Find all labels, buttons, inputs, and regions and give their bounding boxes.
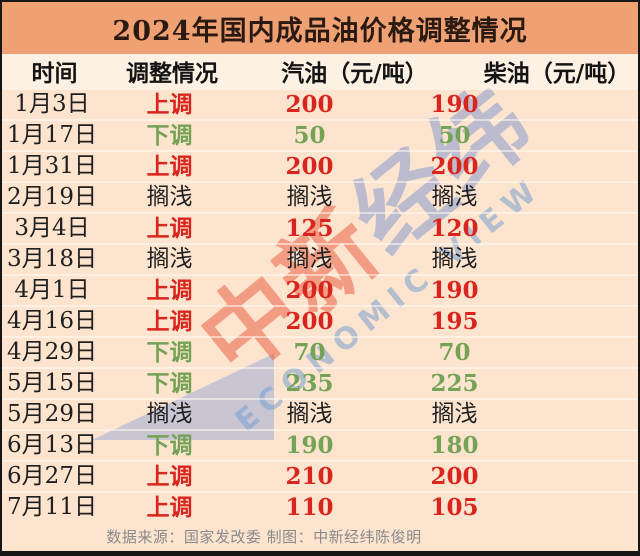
table-row: 2月19日 搁浅 搁浅 搁浅 — [2, 181, 638, 212]
table-row: 7月11日 上调 110 105 — [2, 491, 638, 522]
gasoline-cell: 50 — [293, 122, 326, 149]
adjustment-cell: 搁浅 — [146, 246, 193, 272]
adjustment-cell: 上调 — [146, 308, 193, 335]
diesel-cell: 搁浅 — [431, 184, 478, 210]
diesel-cell: 120 — [430, 215, 479, 242]
gasoline-cell: 210 — [285, 463, 334, 490]
date-cell: 4月1日 — [14, 277, 90, 303]
page-title: 2024年国内成品油价格调整情况 — [2, 2, 638, 54]
diesel-cell: 105 — [430, 494, 479, 521]
date-cell: 5月29日 — [7, 401, 97, 427]
table-header-row: 时间 调整情况 汽油（元/吨） 柴油（元/吨） — [2, 54, 638, 88]
table-row: 4月16日 上调 200 195 — [2, 305, 638, 336]
adjustment-cell: 上调 — [146, 215, 193, 242]
gasoline-cell: 200 — [285, 153, 334, 180]
adjustment-cell: 搁浅 — [146, 184, 193, 210]
diesel-cell: 180 — [430, 432, 479, 459]
table-row: 5月29日 搁浅 搁浅 搁浅 — [2, 398, 638, 429]
table-row: 1月3日 上调 200 190 — [2, 88, 638, 119]
header-col-gasoline: 汽油（元/吨） — [281, 60, 428, 87]
adjustment-cell: 上调 — [146, 494, 193, 521]
gasoline-cell: 搁浅 — [286, 401, 333, 427]
date-cell: 2月19日 — [7, 184, 97, 210]
diesel-cell: 搁浅 — [431, 401, 478, 427]
gasoline-cell: 190 — [285, 432, 334, 459]
adjustment-cell: 上调 — [146, 91, 193, 118]
diesel-cell: 200 — [430, 153, 479, 180]
gasoline-cell: 200 — [285, 91, 334, 118]
adjustment-cell: 上调 — [146, 463, 193, 490]
header-col-diesel: 柴油（元/吨） — [483, 60, 631, 87]
table-row: 5月15日 下调 235 225 — [2, 367, 638, 398]
adjustment-cell: 下调 — [146, 122, 193, 149]
table-row: 1月17日 下调 50 50 — [2, 119, 638, 150]
date-cell: 7月11日 — [7, 494, 97, 520]
gasoline-cell: 125 — [285, 215, 334, 242]
diesel-cell: 190 — [430, 91, 479, 118]
adjustment-cell: 上调 — [146, 277, 193, 304]
source-note: 数据来源：国家发改委 制图：中新经纬陈俊明 — [106, 528, 422, 546]
date-cell: 1月31日 — [7, 153, 97, 179]
date-cell: 1月3日 — [14, 91, 90, 117]
date-cell: 4月29日 — [7, 339, 97, 365]
diesel-cell: 搁浅 — [431, 246, 478, 272]
table-row: 4月1日 上调 200 190 — [2, 274, 638, 305]
gasoline-cell: 200 — [285, 308, 334, 335]
table-row: 3月18日 搁浅 搁浅 搁浅 — [2, 243, 638, 274]
adjustment-cell: 下调 — [146, 432, 193, 459]
table-row: 6月27日 上调 210 200 — [2, 460, 638, 491]
header-col-date: 时间 — [31, 60, 78, 87]
table-body: 1月3日 上调 200 190 1月17日 下调 50 50 1月31日 上调 … — [2, 88, 638, 522]
table-row: 6月13日 下调 190 180 — [2, 429, 638, 460]
adjustment-cell: 上调 — [146, 153, 193, 180]
date-cell: 5月15日 — [7, 370, 97, 396]
header-col-adjustment: 调整情况 — [126, 60, 218, 87]
date-cell: 4月16日 — [7, 308, 97, 334]
table-row: 3月4日 上调 125 120 — [2, 212, 638, 243]
gasoline-cell: 110 — [285, 494, 334, 521]
gasoline-cell: 搁浅 — [286, 184, 333, 210]
diesel-cell: 225 — [430, 370, 479, 397]
adjustment-cell: 下调 — [146, 370, 193, 397]
date-cell: 6月27日 — [7, 463, 97, 489]
diesel-cell: 200 — [430, 463, 479, 490]
diesel-cell: 70 — [438, 339, 471, 366]
date-cell: 3月4日 — [14, 215, 90, 241]
table-row: 4月29日 下调 70 70 — [2, 336, 638, 367]
date-cell: 6月13日 — [7, 432, 97, 458]
gasoline-cell: 200 — [285, 277, 334, 304]
diesel-cell: 50 — [438, 122, 471, 149]
diesel-cell: 195 — [430, 308, 479, 335]
gasoline-cell: 70 — [293, 339, 326, 366]
footer: 数据来源：国家发改委 制图：中新经纬陈俊明 — [2, 522, 638, 551]
date-cell: 1月17日 — [7, 122, 97, 148]
table-row: 1月31日 上调 200 200 — [2, 150, 638, 181]
adjustment-cell: 下调 — [146, 339, 193, 366]
date-cell: 3月18日 — [7, 246, 97, 272]
diesel-cell: 190 — [430, 277, 479, 304]
gasoline-cell: 搁浅 — [286, 246, 333, 272]
adjustment-cell: 搁浅 — [146, 401, 193, 427]
gasoline-cell: 235 — [285, 370, 334, 397]
